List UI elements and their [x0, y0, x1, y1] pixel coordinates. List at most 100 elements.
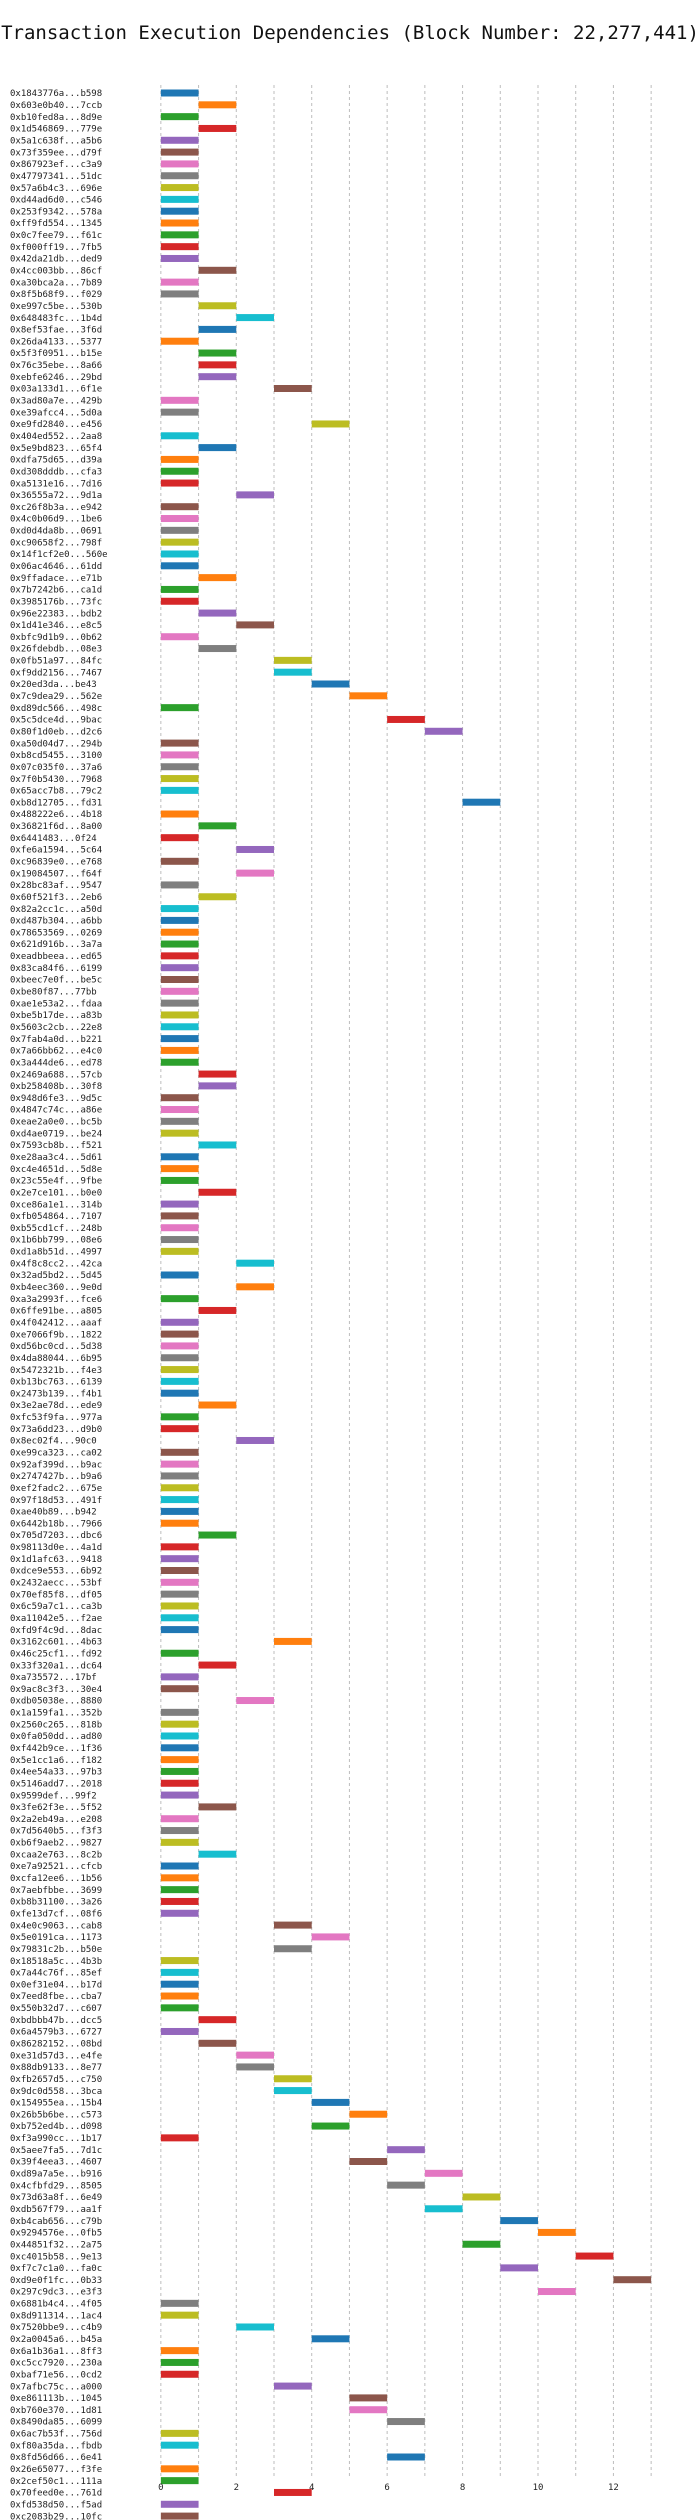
row-label: 0x6a1b36a1...8ff3	[10, 2347, 102, 2357]
dependency-bar	[274, 1637, 312, 1645]
row-label: 0xc4015b58...9e13	[10, 2252, 102, 2262]
row-label: 0x26da4133...5377	[10, 337, 102, 347]
row-label: 0x1843776a...b598	[10, 89, 102, 99]
dependency-bar	[160, 1626, 199, 1634]
row-label: 0xbe80f87...77bb	[10, 988, 97, 998]
row-label: 0x3e2ae78d...ede9	[10, 1401, 102, 1411]
row-label: 0x4e0c9063...cab8	[10, 1921, 102, 1931]
row-label: 0xd56bc0cd...5d38	[10, 1342, 102, 1352]
row-label: 0xb4cab656...c79b	[10, 2217, 102, 2227]
row-label: 0xf3a990cc...1b17	[10, 2134, 102, 2144]
row-label: 0x82a2cc1c...a50d	[10, 905, 102, 915]
dependency-bar	[236, 2323, 274, 2331]
bar-layer	[160, 89, 652, 2520]
row-label: 0x39f4eea3...4607	[10, 2158, 102, 2168]
row-label: 0xbfc9d1b9...0b62	[10, 633, 102, 643]
dependency-bar	[198, 373, 237, 381]
row-label: 0x0fb51a97...84fc	[10, 657, 102, 667]
dependency-bar	[160, 1507, 199, 1515]
row-label: 0x76c35ebe...8a66	[10, 361, 102, 371]
row-label: 0xae1e53a2...fdaa	[10, 999, 102, 1009]
row-label: 0xb6f9aeb2...9827	[10, 1839, 102, 1849]
dependency-bar	[160, 1614, 199, 1622]
row-label: 0x7aebfbbe...3699	[10, 1886, 102, 1896]
row-label: 0x5e0191ca...1173	[10, 1933, 102, 1943]
row-label: 0x20ed3da...be43	[10, 680, 97, 690]
row-label: 0x06ac4646...61dd	[10, 562, 102, 572]
dependency-bar	[274, 385, 312, 392]
row-label: 0x7b7242b6...ca1d	[10, 586, 102, 596]
dependency-bar	[160, 751, 199, 759]
dependency-bar	[160, 834, 199, 842]
dependency-bar	[613, 2276, 652, 2284]
row-label: 0x79831c2b...b50e	[10, 1945, 102, 1955]
dependency-bar	[274, 1945, 312, 1953]
row-label: 0xdfa75d65...d39a	[10, 456, 102, 466]
row-label: 0x550b32d7...c607	[10, 2004, 102, 2014]
dependency-bar	[160, 1413, 199, 1421]
row-label: 0x0c7fee79...f61c	[10, 231, 102, 241]
dependency-bar	[160, 1555, 199, 1563]
dependency-bar	[160, 172, 199, 180]
dependency-bar	[160, 1318, 199, 1326]
dependency-bar	[198, 361, 237, 369]
dependency-bar	[160, 2299, 199, 2307]
dependency-bar	[198, 266, 237, 274]
dependency-bar	[160, 432, 199, 440]
row-label: 0x2432aecc...53bf	[10, 1579, 102, 1589]
dependency-bar	[160, 136, 199, 144]
dependency-bar	[160, 2500, 199, 2508]
row-label: 0x26e65077...f3fe	[10, 2465, 102, 2475]
row-label: 0x6441483...0f24	[10, 834, 97, 844]
dependency-bar	[349, 2394, 388, 2402]
row-label: 0xfb2657d5...c750	[10, 2075, 102, 2085]
dependency-bar	[198, 1531, 237, 1539]
dependency-bar	[160, 1200, 199, 1208]
dependency-bar	[387, 2181, 425, 2189]
row-label: 0x70feed0e...761d	[10, 2489, 102, 2499]
dependency-bar	[160, 763, 199, 771]
dependency-bar	[160, 1756, 199, 1764]
row-label: 0x8fd56d66...6e41	[10, 2453, 102, 2463]
row-label: 0xe9fd2840...e456	[10, 420, 102, 430]
dependency-bar	[160, 1767, 199, 1775]
row-label: 0xa735572...17bf	[10, 1673, 97, 1683]
row-label: 0x5f3f0951...b15e	[10, 349, 102, 359]
dependency-bar	[160, 1106, 199, 1114]
row-label: 0x73a6dd23...d9b0	[10, 1425, 102, 1435]
dependency-bar	[160, 337, 199, 345]
row-label: 0xfd538d50...f5ad	[10, 2500, 102, 2510]
dependency-bar	[160, 1815, 199, 1823]
dependency-bar	[160, 1212, 199, 1220]
row-label: 0x23c55e4f...9fbe	[10, 1177, 102, 1187]
dependency-bar	[236, 1697, 274, 1705]
dependency-bar	[160, 739, 199, 747]
dependency-bar	[160, 1992, 199, 2000]
row-label: 0x5146add7...2018	[10, 1779, 102, 1789]
dependency-bar	[198, 1401, 237, 1409]
row-label: 0xe7066f9b...1822	[10, 1330, 102, 1340]
row-label: 0x6442b18b...7966	[10, 1519, 102, 1529]
row-label: 0xe861113b...1045	[10, 2394, 102, 2404]
dependency-bar	[160, 987, 199, 995]
x-tick-label: 4	[309, 2483, 314, 2493]
dependency-bar	[198, 302, 237, 310]
dependency-bar	[198, 1850, 237, 1858]
row-label: 0xb760e370...1d81	[10, 2406, 102, 2416]
dependency-bar	[198, 325, 237, 333]
dependency-bar	[160, 1035, 199, 1043]
dependency-bar	[160, 290, 199, 298]
dependency-bar	[160, 940, 199, 948]
row-label-layer: 0x1843776a...b598 0x603e0b40...7ccb 0xb10f…	[10, 89, 108, 2520]
dependency-bar	[538, 2288, 576, 2296]
x-tick-label: 0	[158, 2483, 163, 2493]
dependency-bar	[198, 2039, 237, 2047]
chart-title: Transaction Execution Dependencies (Bloc…	[1, 22, 699, 44]
row-label: 0x867923ef...c3a9	[10, 160, 102, 170]
row-label: 0xe997c5be...530b	[10, 302, 102, 312]
dependency-bar	[198, 1070, 237, 1078]
dependency-bar	[160, 916, 199, 924]
dependency-bar	[160, 1897, 199, 1905]
dependency-bar	[160, 1342, 199, 1350]
row-label: 0xcfa12ee6...1b56	[10, 1874, 102, 1884]
